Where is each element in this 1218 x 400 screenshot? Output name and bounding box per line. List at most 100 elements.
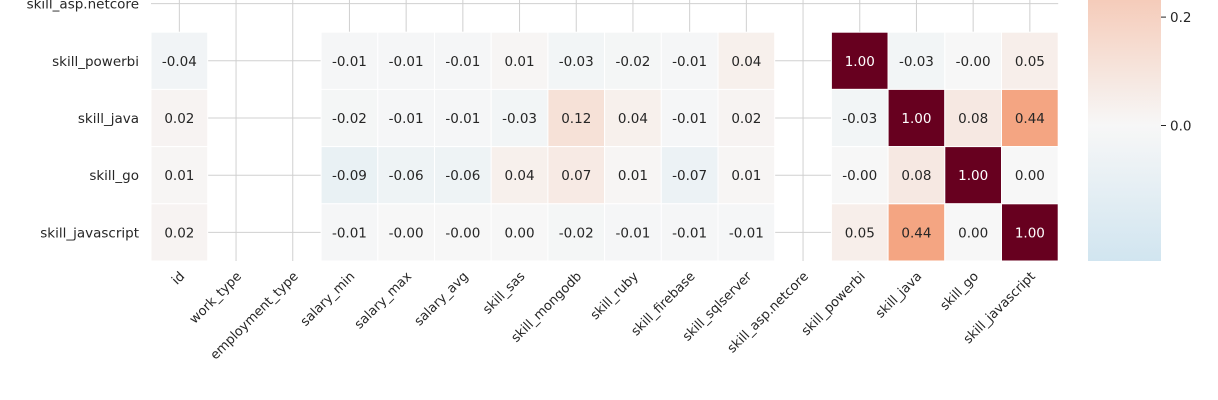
cell-label: -0.01 xyxy=(332,225,367,241)
cell-label: 0.01 xyxy=(731,168,761,184)
cell-label: -0.03 xyxy=(559,54,594,70)
cell-label: 0.01 xyxy=(618,168,648,184)
cell-label: -0.06 xyxy=(389,168,424,184)
x-tick-label: salary_min xyxy=(298,269,358,329)
heatmap-cell xyxy=(434,146,492,205)
x-tick-label: skill_ruby xyxy=(588,269,642,323)
heatmap-cell xyxy=(604,203,662,262)
x-tick-label: salary_avg xyxy=(412,269,472,329)
colorbar: 0.2 0.0 xyxy=(1088,0,1191,261)
heatmap-cell xyxy=(660,203,719,262)
cell-label: 0.02 xyxy=(164,225,194,241)
y-tick-label: skill_javascript xyxy=(40,225,139,241)
heatmap-cell xyxy=(887,88,946,148)
x-tick-label: skill_sas xyxy=(480,269,528,317)
y-tick-label: skill_java xyxy=(78,111,139,127)
cell-label: 0.02 xyxy=(731,111,761,127)
cell-label: -0.00 xyxy=(389,225,424,241)
cell-label: -0.02 xyxy=(332,111,367,127)
x-tick-label: skill_go xyxy=(938,269,982,313)
cell-label: 0.00 xyxy=(505,225,535,241)
heatmap-cell xyxy=(1001,203,1059,262)
cell-label: -0.02 xyxy=(559,225,594,241)
cell-label: -0.01 xyxy=(615,225,650,241)
cell-label: -0.02 xyxy=(615,54,650,70)
y-tick-label: skill_powerbi xyxy=(52,54,139,70)
colorbar-tick-label: 0.2 xyxy=(1170,10,1191,26)
cell-label: 0.00 xyxy=(1015,168,1045,184)
heatmap-cell xyxy=(717,203,776,262)
heatmap-cell xyxy=(320,88,379,148)
heatmap-cell xyxy=(944,203,1002,262)
cell-label: -0.01 xyxy=(672,225,707,241)
cell-label: 0.01 xyxy=(505,54,535,70)
heatmap-cell xyxy=(887,146,946,205)
cell-label: 0.00 xyxy=(958,225,988,241)
cell-label: 0.04 xyxy=(618,111,648,127)
cell-label: -0.00 xyxy=(445,225,480,241)
x-tick-label: id xyxy=(169,269,188,288)
cell-label: 0.07 xyxy=(561,168,591,184)
cell-label: -0.07 xyxy=(672,168,707,184)
heatmap-cell xyxy=(490,203,549,262)
cell-label: 1.00 xyxy=(845,54,875,70)
heatmap-cell xyxy=(150,88,209,148)
heatmap-cell xyxy=(320,203,379,262)
heatmap-cell xyxy=(830,146,889,205)
heatmap-cell xyxy=(830,88,889,148)
cell-label: -0.01 xyxy=(332,54,367,70)
heatmap-cell xyxy=(717,88,776,148)
cell-label: 0.04 xyxy=(731,54,761,70)
heatmap-cell xyxy=(490,31,549,90)
cell-label: 0.01 xyxy=(164,168,194,184)
heatmap-cell xyxy=(1001,88,1059,148)
colorbar-gradient xyxy=(1088,0,1161,261)
cell-label: 1.00 xyxy=(1015,225,1045,241)
x-tick-label: skill_java xyxy=(873,269,925,321)
heatmap-cell xyxy=(604,88,662,148)
heatmap-cell xyxy=(377,146,435,205)
y-tick-label: skill_asp.netcore xyxy=(27,0,139,13)
cell-label: 0.05 xyxy=(845,225,875,241)
cell-label: -0.01 xyxy=(389,54,424,70)
cell-label: -0.00 xyxy=(842,168,877,184)
heatmap-cell xyxy=(377,203,435,262)
cell-label: 0.05 xyxy=(1015,54,1045,70)
cell-label: -0.01 xyxy=(729,225,764,241)
cell-label: -0.03 xyxy=(899,54,934,70)
heatmap-cell xyxy=(1001,31,1059,90)
heatmap-cell xyxy=(717,31,776,90)
heatmap-cell xyxy=(434,88,492,148)
heatmap-cell xyxy=(150,203,209,262)
heatmap-cell xyxy=(717,146,776,205)
cell-label: 1.00 xyxy=(958,168,988,184)
cell-label: -0.00 xyxy=(956,54,991,70)
cell-label: -0.03 xyxy=(502,111,537,127)
heatmap-cell xyxy=(150,31,209,90)
x-tick-label: work_type xyxy=(187,269,245,327)
cell-label: -0.01 xyxy=(445,111,480,127)
cell-label: 1.00 xyxy=(901,111,931,127)
heatmap-cell xyxy=(944,31,1002,90)
heatmap-cell xyxy=(660,31,719,90)
heatmap-cell xyxy=(547,203,606,262)
x-tick-label: salary_max xyxy=(352,269,415,332)
heatmap-cell xyxy=(547,146,606,205)
cell-label: -0.01 xyxy=(672,111,707,127)
cell-label: 0.12 xyxy=(561,111,591,127)
heatmap-cell xyxy=(887,203,946,262)
cell-label: 0.02 xyxy=(164,111,194,127)
heatmap-cell xyxy=(434,203,492,262)
cell-label: -0.09 xyxy=(332,168,367,184)
cell-label: 0.08 xyxy=(901,168,931,184)
heatmap-cell xyxy=(490,146,549,205)
cell-label: -0.01 xyxy=(445,54,480,70)
y-tick-label: skill_go xyxy=(89,168,139,184)
cell-label: -0.01 xyxy=(389,111,424,127)
heatmap-cell xyxy=(377,88,435,148)
heatmap-cell xyxy=(377,31,435,90)
cell-label: 0.44 xyxy=(1015,111,1045,127)
cell-label: 0.08 xyxy=(958,111,988,127)
cell-label: -0.01 xyxy=(672,54,707,70)
